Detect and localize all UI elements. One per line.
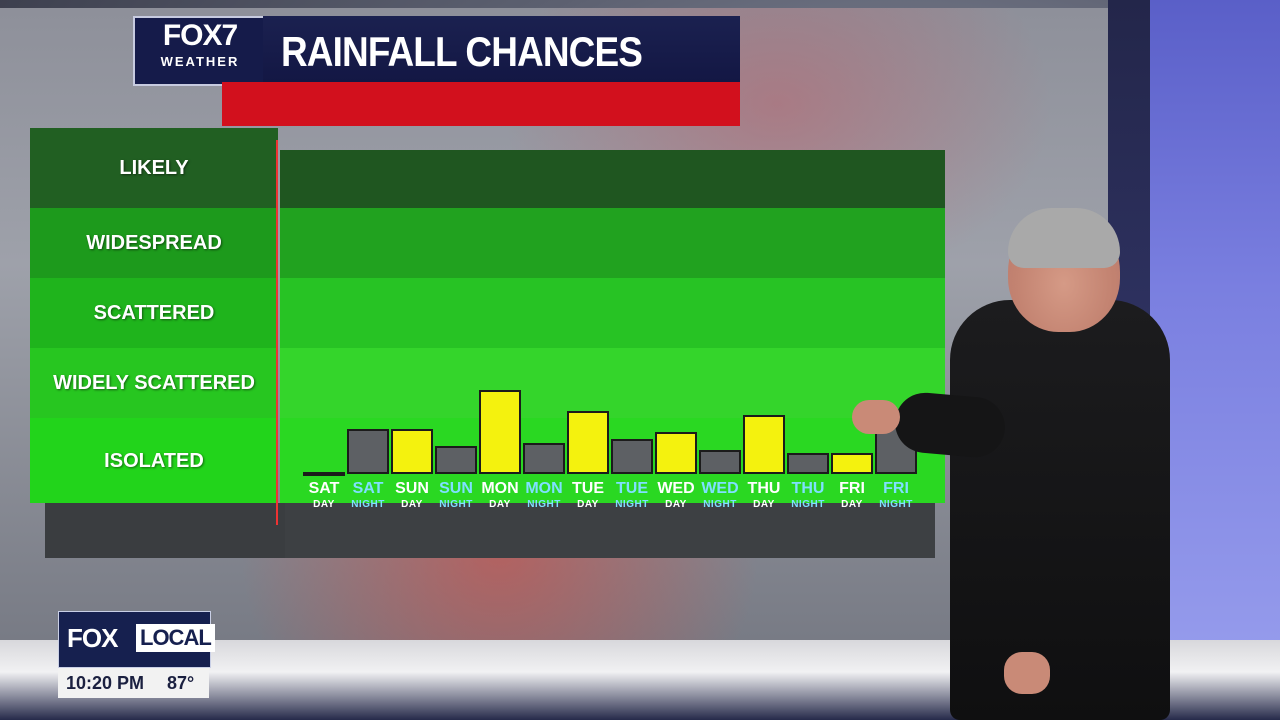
bar-wed-day [655, 432, 697, 474]
x-label-thu-day: THU DAY [742, 480, 786, 512]
x-label-day: TUE [616, 480, 648, 497]
y-axis-foot [45, 503, 285, 558]
x-label-sat-night: SAT NIGHT [346, 480, 390, 512]
x-label-period: DAY [665, 499, 687, 510]
x-label-day: THU [747, 480, 781, 497]
x-label-period: NIGHT [703, 499, 737, 510]
fox-local-bug: FOX LOCAL [58, 611, 215, 668]
plot-band-likely [280, 150, 945, 208]
bar-mon-night [523, 442, 565, 474]
bar-sat-night [347, 428, 389, 474]
x-label-period: DAY [841, 499, 863, 510]
x-label-day: FRI [883, 480, 909, 497]
x-label-period: DAY [313, 499, 335, 510]
x-label-mon-night: MON NIGHT [522, 480, 566, 512]
y-category-likely: LIKELY [30, 128, 278, 208]
x-label-period: NIGHT [791, 499, 825, 510]
x-label-period: NIGHT [351, 499, 385, 510]
x-label-day: MON [525, 480, 563, 497]
x-label-sat-day: SAT DAY [302, 480, 346, 512]
x-label-period: DAY [401, 499, 423, 510]
x-label-mon-day: MON DAY [478, 480, 522, 512]
x-label-day: WED [657, 480, 695, 497]
meteorologist-hair [1008, 208, 1120, 268]
x-label-day: SUN [439, 480, 473, 497]
bar-fri-day [831, 453, 873, 474]
fox-local-brand: FOX [67, 623, 118, 653]
bar-tue-day [567, 411, 609, 474]
logo-bottom-text: WEATHER [160, 54, 240, 69]
meteorologist-body [950, 300, 1170, 720]
x-label-tue-night: TUE NIGHT [610, 480, 654, 512]
meteorologist-hand-lower [1004, 652, 1050, 694]
x-label-fri-night: FRI NIGHT [874, 480, 918, 512]
current-time: 10:20 PM [66, 673, 145, 693]
x-label-fri-day: FRI DAY [830, 480, 874, 512]
x-label-period: DAY [753, 499, 775, 510]
plot-band-scattered [280, 278, 945, 348]
x-label-period: NIGHT [879, 499, 913, 510]
bar-wed-night [699, 449, 741, 474]
bar-mon-day [479, 390, 521, 474]
title-bar: RAINFALL CHANCES [263, 16, 740, 82]
plot-band-widely-scattered [280, 348, 945, 418]
x-label-day: SAT [308, 480, 340, 497]
bar-sun-day [391, 428, 433, 474]
x-label-day: TUE [572, 480, 604, 497]
current-temperature: 87° [167, 673, 195, 693]
x-label-day: WED [701, 480, 739, 497]
title-accent-bar [222, 82, 740, 126]
x-label-period: DAY [489, 499, 511, 510]
bar-sun-night [435, 446, 477, 474]
x-label-period: DAY [577, 499, 599, 510]
fox-local-tag: LOCAL [136, 624, 215, 652]
x-label-wed-night: WED NIGHT [698, 480, 742, 512]
x-label-sun-day: SUN DAY [390, 480, 434, 512]
bar-tue-night [611, 439, 653, 474]
x-label-sun-night: SUN NIGHT [434, 480, 478, 512]
x-label-period: NIGHT [439, 499, 473, 510]
rainfall-chart: ISOLATED WIDELY SCATTERED SCATTERED WIDESPR… [30, 128, 945, 558]
x-label-day: SUN [395, 480, 429, 497]
x-label-day: MON [481, 480, 519, 497]
x-label-day: THU [791, 480, 825, 497]
studio-panel [1150, 0, 1280, 720]
chart-title: RAINFALL CHANCES [281, 28, 643, 75]
logo-top-text: FOX7 [162, 19, 238, 52]
x-label-period: NIGHT [527, 499, 561, 510]
y-category-widely-scattered: WIDELY SCATTERED [30, 348, 278, 418]
time-temp-bar: 10:20 PM 87° [58, 668, 209, 698]
bar-thu-night [787, 453, 829, 474]
x-label-wed-day: WED DAY [654, 480, 698, 512]
x-label-thu-night: THU NIGHT [786, 480, 830, 512]
y-category-scattered: SCATTERED [30, 278, 278, 348]
axis-divider [276, 140, 278, 525]
bar-thu-day [743, 414, 785, 474]
y-category-isolated: ISOLATED [30, 418, 278, 503]
fox7-weather-logo: FOX7 WEATHER [133, 16, 267, 86]
x-label-tue-day: TUE DAY [566, 480, 610, 512]
x-label-day: SAT [352, 480, 384, 497]
x-label-day: FRI [839, 480, 865, 497]
meteorologist-hand [852, 400, 900, 434]
bar-sat-day [303, 472, 345, 476]
x-label-period: NIGHT [615, 499, 649, 510]
y-category-widespread: WIDESPREAD [30, 208, 278, 278]
plot-band-widespread [280, 208, 945, 278]
